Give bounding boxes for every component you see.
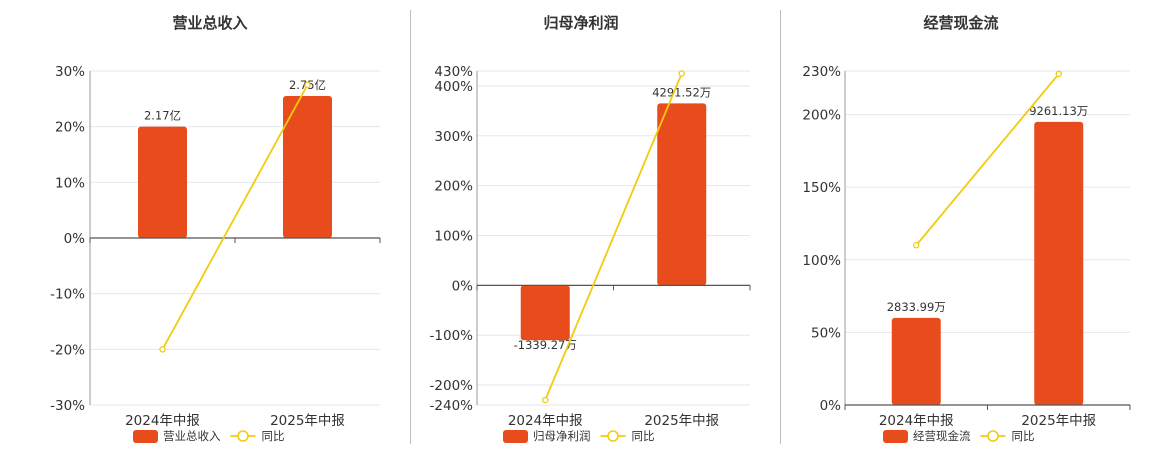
x-category-label: 2025年中报 [1021,413,1096,429]
chart-panel-revenue: 营业总收入30%20%10%0%-10%-20%-30%2.17亿2.75亿20… [0,0,410,450]
bar [1034,121,1084,406]
bar [891,317,941,405]
chart-title: 营业总收入 [172,14,247,32]
yoy-point [159,346,166,353]
yoy-line [544,73,683,401]
legend-line-marker [987,430,999,442]
y-tick-label: 0% [452,278,474,294]
x-category-label: 2024年中报 [879,413,954,429]
panel-divider [410,10,411,444]
y-tick-label: 400% [434,79,473,95]
y-tick-label: 50% [811,325,841,341]
x-category-label: 2024年中报 [125,413,200,429]
y-tick-label: -200% [430,378,474,394]
y-tick-label: 100% [434,229,473,245]
legend-line-label: 同比 [1012,429,1035,443]
chart-title: 归母净利润 [543,14,618,32]
bar [657,103,707,286]
y-tick-label: 0% [64,231,86,247]
bar-data-label: 4291.52万 [652,85,711,99]
y-tick-label: -240% [430,398,474,414]
y-tick-label: 30% [55,64,85,80]
yoy-point [304,81,311,89]
legend-bar-swatch [133,430,158,443]
y-tick-label: 100% [802,253,841,269]
bar-data-label: 2.17亿 [144,109,181,123]
chart-panel-net-profit: 归母净利润 430% 400% 300% 200% 100% 0% -100% -200% -24… [411,0,780,450]
bar-data-label: -1339.27万 [514,338,577,352]
y-tick-label: 150% [802,180,841,196]
x-category-label: 2024年中报 [508,413,583,429]
y-tick-label: 20% [55,120,85,136]
legend-bar-label: 营业总收入 [163,429,221,443]
chart-panel-cashflow: 经营现金流 230% 200% 150% 100% 50% 0% 2833.99万 9261.1… [781,0,1160,450]
yoy-point [912,242,920,249]
legend-bar-swatch [883,430,908,443]
y-tick-label: -100% [430,328,474,344]
y-tick-label: 230% [802,64,841,80]
legend-line-label: 同比 [632,429,655,443]
legend-bar-label: 归母净利润 [533,429,591,443]
yoy-point [1055,70,1062,78]
x-category-label: 2025年中报 [644,413,719,429]
cashflow-chart: 经营现金流 230% 200% 150% 100% 50% 0% 2833.99万 9261.1… [802,14,1131,443]
bar-data-label: 9261.13万 [1029,104,1088,118]
legend-line-marker [237,430,249,442]
bar-data-label: 2833.99万 [887,300,946,314]
legend-line-label: 同比 [262,429,285,443]
y-tick-label: -30% [50,398,85,414]
y-tick-label: -10% [50,287,85,303]
legend-bar-label: 经营现金流 [913,429,971,443]
bar [520,285,570,341]
y-tick-label: 430% [434,64,473,80]
panel-divider [780,10,781,444]
yoy-line [915,73,1060,246]
y-tick-label: -20% [50,342,85,358]
legend-bar-swatch [503,430,528,443]
y-tick-label: 300% [434,129,473,145]
bar [138,126,187,238]
y-tick-label: 200% [434,179,473,195]
yoy-line [161,84,309,350]
chart-title: 经营现金流 [923,14,998,32]
bar [283,96,332,238]
x-category-label: 2025年中报 [270,413,345,429]
legend-line-marker [607,430,619,442]
yoy-point [678,70,685,77]
yoy-point [541,396,549,404]
y-tick-label: 0% [820,398,842,414]
net-profit-chart: 归母净利润 430%400% 300% 200% 100% 0% -100% -200% -24… [430,14,751,443]
revenue-chart: 营业总收入30%20%10%0%-10%-20%-30%2.17亿2.75亿20… [50,14,381,443]
y-tick-label: 10% [55,175,85,191]
y-tick-label: 200% [802,108,841,124]
